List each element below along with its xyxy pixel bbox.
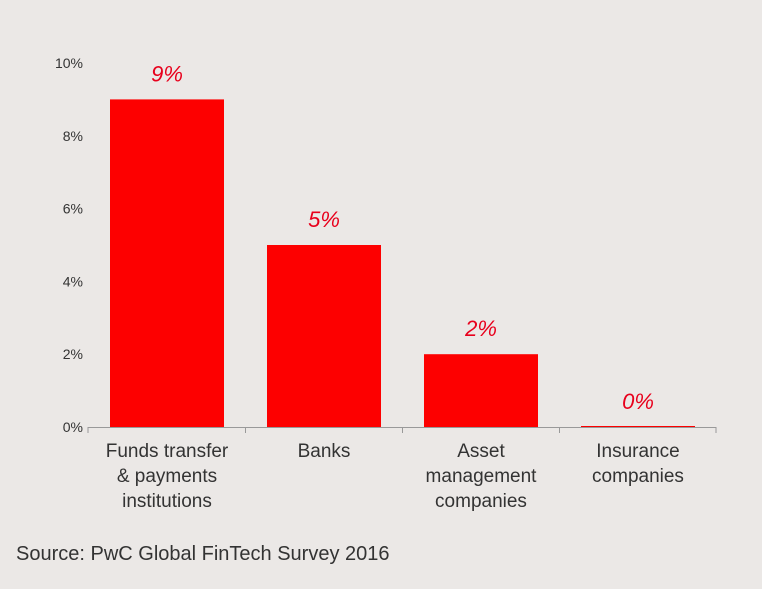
x-tick-label: Asset	[457, 441, 505, 462]
x-tick-label: & payments	[117, 466, 217, 487]
x-tick-label: management	[426, 466, 538, 487]
x-tick-label: companies	[435, 491, 527, 512]
y-tick-label: 0%	[63, 419, 83, 435]
bar	[581, 426, 695, 427]
bar	[424, 354, 538, 427]
data-label: 0%	[622, 389, 654, 414]
y-tick-label: 4%	[63, 273, 83, 289]
x-tick-label: institutions	[122, 491, 212, 512]
data-label: 5%	[308, 207, 340, 232]
data-label: 9%	[151, 61, 183, 86]
y-tick-label: 8%	[63, 128, 83, 144]
y-tick-label: 10%	[55, 55, 83, 71]
x-tick-label: Banks	[298, 441, 351, 462]
y-tick-label: 6%	[63, 201, 83, 217]
bar	[110, 99, 224, 428]
x-tick-label: Insurance	[596, 441, 679, 462]
data-label: 2%	[464, 316, 497, 341]
x-tick-label: companies	[592, 466, 684, 487]
x-tick-label: Funds transfer	[106, 441, 229, 462]
bar	[267, 245, 381, 427]
y-tick-label: 2%	[63, 346, 83, 362]
source-note: Source: PwC Global FinTech Survey 2016	[16, 543, 390, 565]
